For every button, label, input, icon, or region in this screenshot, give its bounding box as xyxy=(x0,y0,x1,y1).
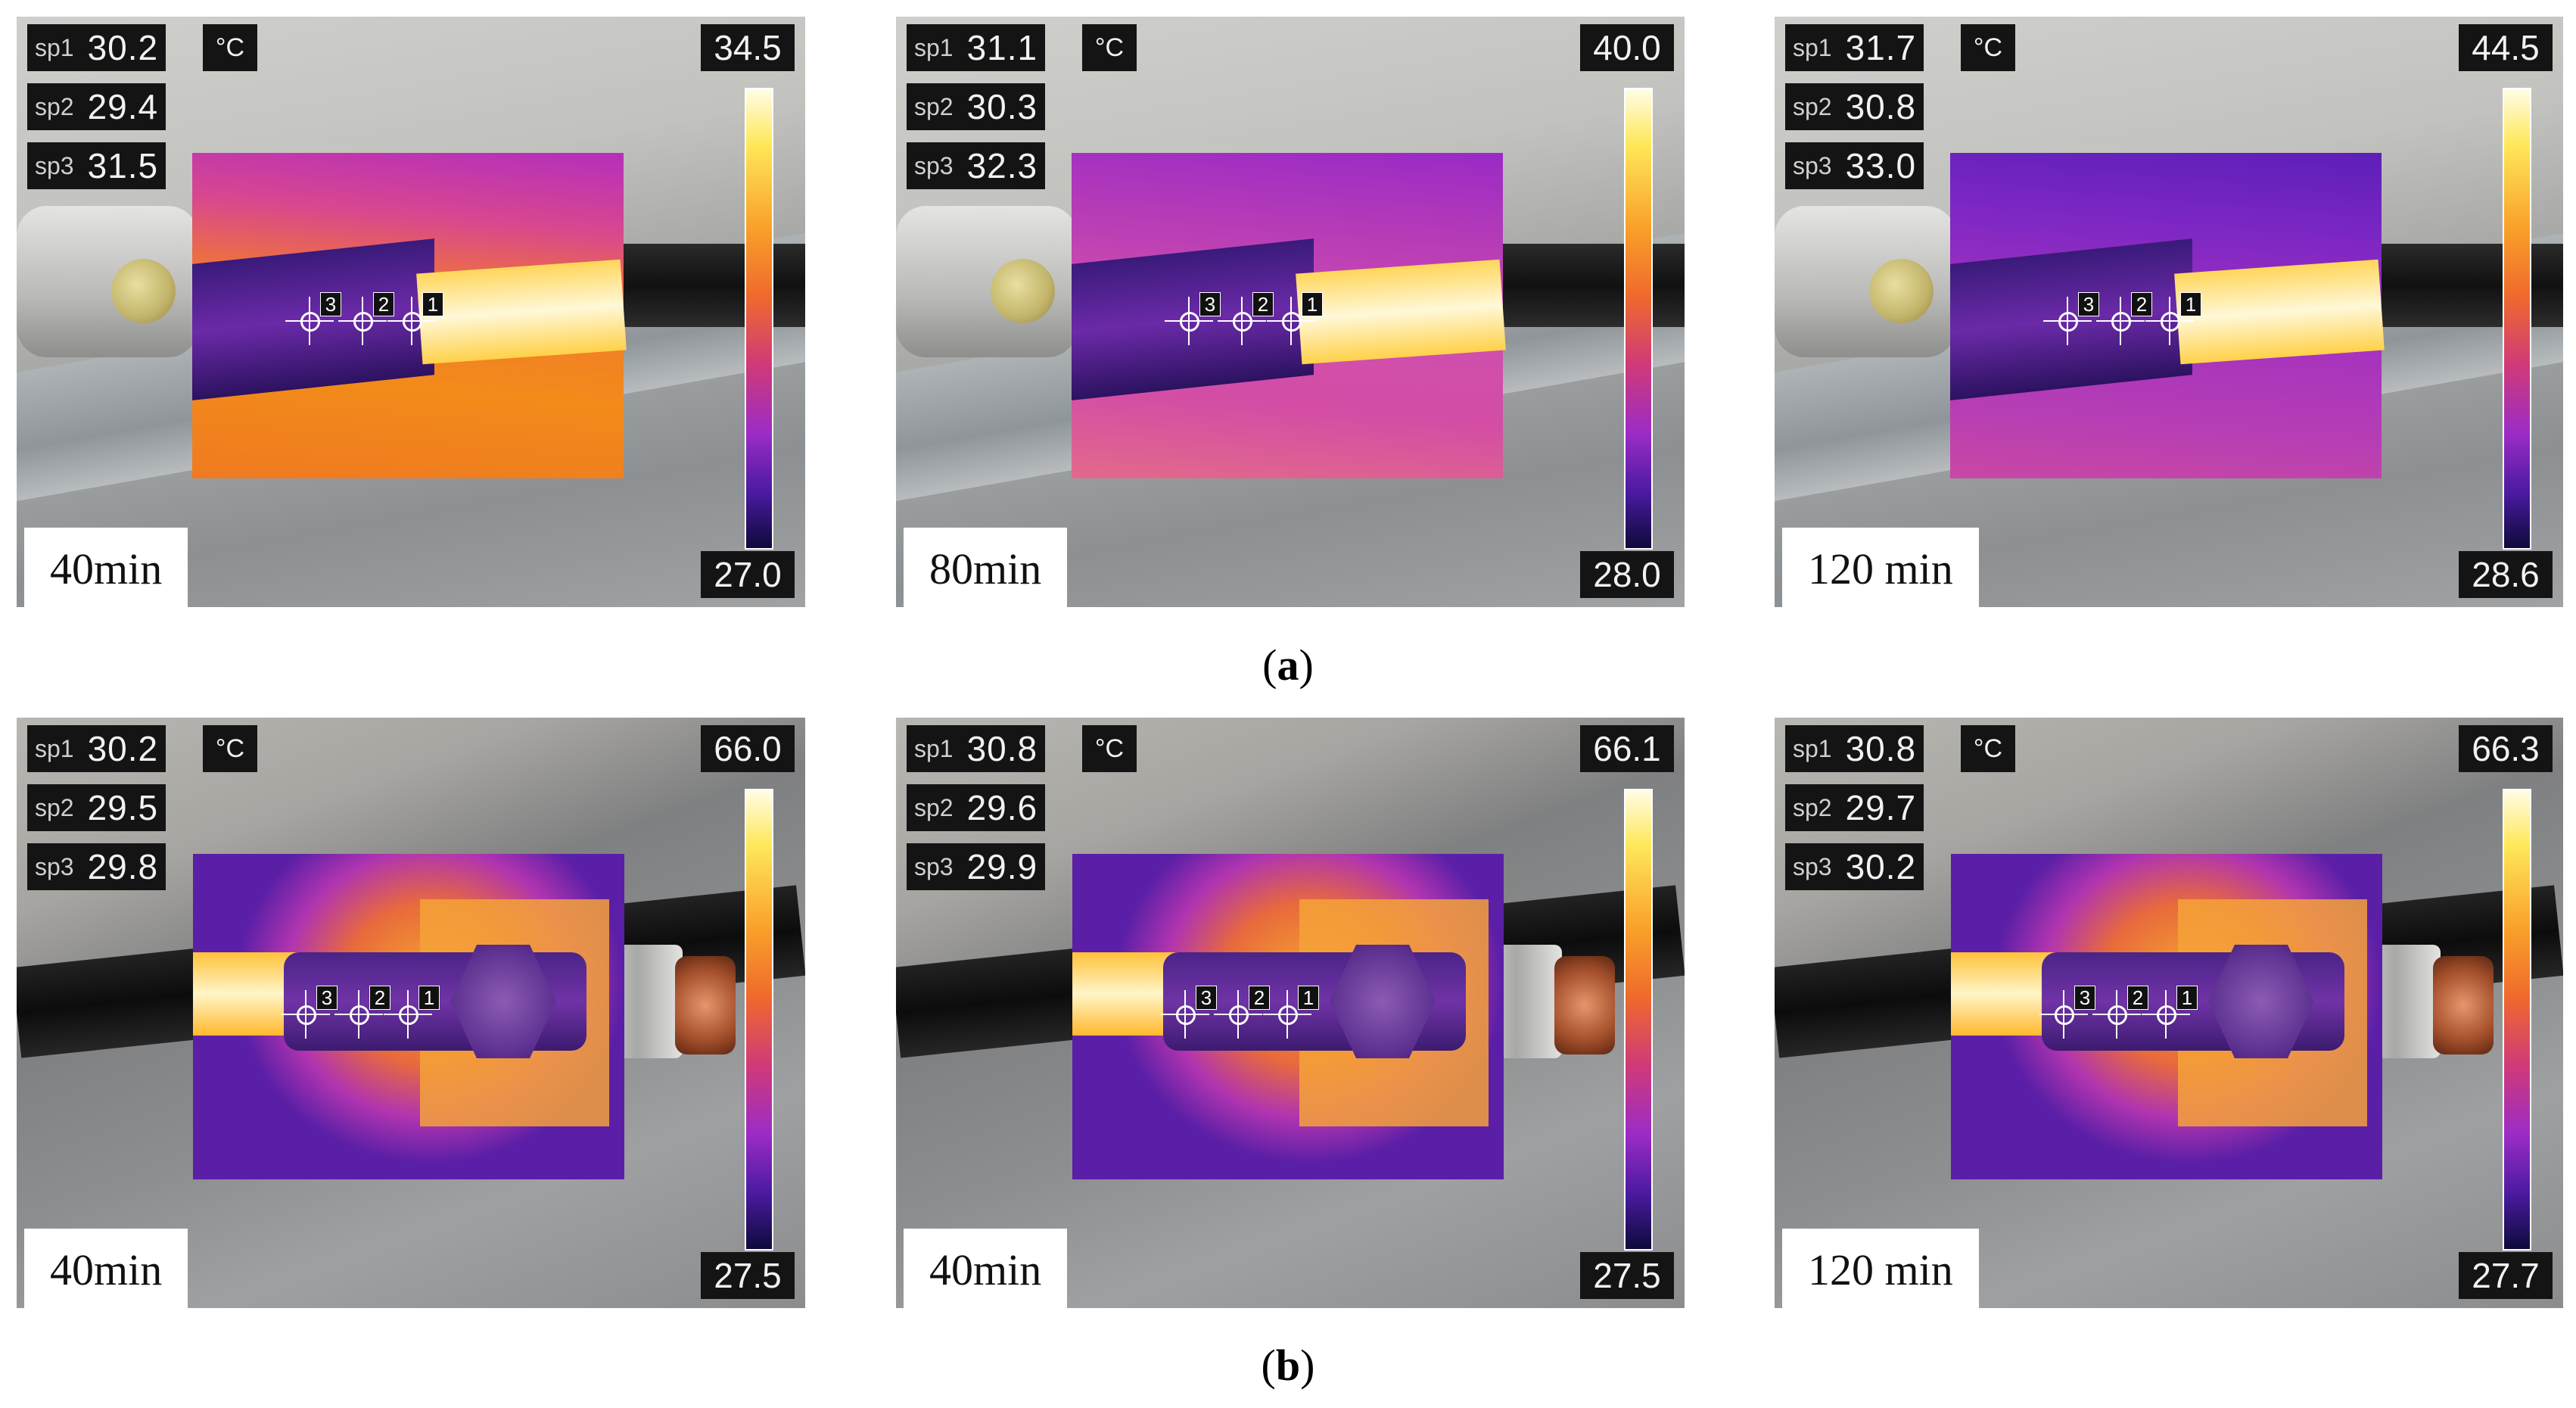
caption-a: (a) xyxy=(1262,640,1314,690)
spot-marker-1: 1 xyxy=(2142,986,2198,1039)
hot-region xyxy=(2174,259,2385,365)
thermal-panel: 3 2 1 sp1 31.7 °C sp2 30.8 sp3 33.0 44.5 28… xyxy=(1775,17,2563,607)
unit-label: °C xyxy=(203,725,257,772)
copper-strands xyxy=(1554,956,1615,1054)
thermal-panel: 3 2 1 sp1 31.1 °C sp2 30.3 sp3 32.3 40.0 28… xyxy=(896,17,1685,607)
spot-marker-3: 3 xyxy=(1161,986,1217,1039)
color-scale-bar xyxy=(1624,789,1653,1251)
spot-2-readout: sp2 29.5 xyxy=(27,784,166,831)
thermal-panel: 3 2 1 sp1 30.2 °C sp2 29.5 sp3 29.8 66.0 27… xyxy=(17,718,805,1308)
spot-1-readout: sp1 31.7 xyxy=(1785,24,1924,71)
spot-marker-2: 2 xyxy=(1214,986,1270,1039)
scale-max: 66.0 xyxy=(701,725,795,772)
spot-marker-2: 2 xyxy=(2096,292,2152,345)
bolt xyxy=(111,259,176,323)
spot-marker-2: 2 xyxy=(2092,986,2148,1039)
time-label: 40min xyxy=(24,1229,188,1308)
spot-3-readout: sp3 29.8 xyxy=(27,843,166,890)
spot-marker-3: 3 xyxy=(1165,292,1221,345)
hot-region xyxy=(1296,259,1506,365)
spot-marker-3: 3 xyxy=(285,292,341,345)
scale-max: 66.3 xyxy=(2459,725,2553,772)
hot-region xyxy=(193,952,299,1036)
unit-label: °C xyxy=(203,24,257,71)
spot-1-readout: sp1 31.1 xyxy=(907,24,1046,71)
caption-b: (b) xyxy=(1261,1341,1315,1390)
spot-2-readout: sp2 29.7 xyxy=(1785,784,1924,831)
spot-1-readout: sp1 30.2 xyxy=(27,24,166,71)
spot-2-readout: sp2 30.3 xyxy=(907,83,1046,130)
spot-2-readout: sp2 29.4 xyxy=(27,83,166,130)
thermal-panel: 3 2 1 sp1 30.8 °C sp2 29.6 sp3 29.9 66.1 27… xyxy=(896,718,1685,1308)
scale-max: 44.5 xyxy=(2459,24,2553,71)
spot-marker-3: 3 xyxy=(2043,292,2099,345)
scale-max: 66.1 xyxy=(1580,725,1674,772)
thermal-panel: 3 2 1 sp1 30.2 °C sp2 29.4 sp3 31.5 34.5 27… xyxy=(17,17,805,607)
scale-min: 27.7 xyxy=(2459,1252,2553,1299)
bolt xyxy=(1869,259,1934,323)
spot-marker-3: 3 xyxy=(282,986,338,1039)
spot-marker-3: 3 xyxy=(2039,986,2095,1039)
hot-region xyxy=(416,259,627,365)
spot-marker-1: 1 xyxy=(2145,292,2201,345)
spot-marker-1: 1 xyxy=(1263,986,1319,1039)
unit-label: °C xyxy=(1082,725,1137,772)
spot-3-readout: sp3 30.2 xyxy=(1785,843,1924,890)
spot-3-readout: sp3 33.0 xyxy=(1785,142,1924,189)
spot-3-readout: sp3 32.3 xyxy=(907,142,1046,189)
spot-marker-2: 2 xyxy=(334,986,390,1039)
scale-max: 40.0 xyxy=(1580,24,1674,71)
scale-min: 28.0 xyxy=(1580,551,1674,598)
spot-3-readout: sp3 31.5 xyxy=(27,142,166,189)
copper-strands xyxy=(2433,956,2494,1054)
time-label: 120 min xyxy=(1782,1229,1979,1308)
spot-1-readout: sp1 30.2 xyxy=(27,725,166,772)
unit-label: °C xyxy=(1961,24,2015,71)
spot-marker-2: 2 xyxy=(1218,292,1274,345)
time-label: 80min xyxy=(904,528,1068,607)
unit-label: °C xyxy=(1961,725,2015,772)
spot-1-readout: sp1 30.8 xyxy=(1785,725,1924,772)
spot-1-readout: sp1 30.8 xyxy=(907,725,1046,772)
color-scale-bar xyxy=(2503,88,2531,550)
color-scale-bar xyxy=(1624,88,1653,550)
spot-2-readout: sp2 30.8 xyxy=(1785,83,1924,130)
scale-min: 28.6 xyxy=(2459,551,2553,598)
color-scale-bar xyxy=(745,789,773,1251)
spot-2-readout: sp2 29.6 xyxy=(907,784,1046,831)
time-label: 120 min xyxy=(1782,528,1979,607)
bolt xyxy=(991,259,1055,323)
scale-min: 27.5 xyxy=(701,1252,795,1299)
hot-region xyxy=(1951,952,2057,1036)
copper-strands xyxy=(675,956,736,1054)
spot-marker-1: 1 xyxy=(387,292,443,345)
thermal-panel: 3 2 1 sp1 30.8 °C sp2 29.7 sp3 30.2 66.3 27… xyxy=(1775,718,2563,1308)
time-label: 40min xyxy=(24,528,188,607)
color-scale-bar xyxy=(2503,789,2531,1251)
time-label: 40min xyxy=(904,1229,1068,1308)
hex-nut xyxy=(1330,945,1436,1058)
hot-region xyxy=(1072,952,1178,1036)
scale-min: 27.0 xyxy=(701,551,795,598)
scale-min: 27.5 xyxy=(1580,1252,1674,1299)
scale-max: 34.5 xyxy=(701,24,795,71)
spot-marker-2: 2 xyxy=(338,292,394,345)
spot-3-readout: sp3 29.9 xyxy=(907,843,1046,890)
spot-marker-1: 1 xyxy=(1267,292,1323,345)
color-scale-bar xyxy=(745,88,773,550)
unit-label: °C xyxy=(1082,24,1137,71)
spot-marker-1: 1 xyxy=(384,986,440,1039)
